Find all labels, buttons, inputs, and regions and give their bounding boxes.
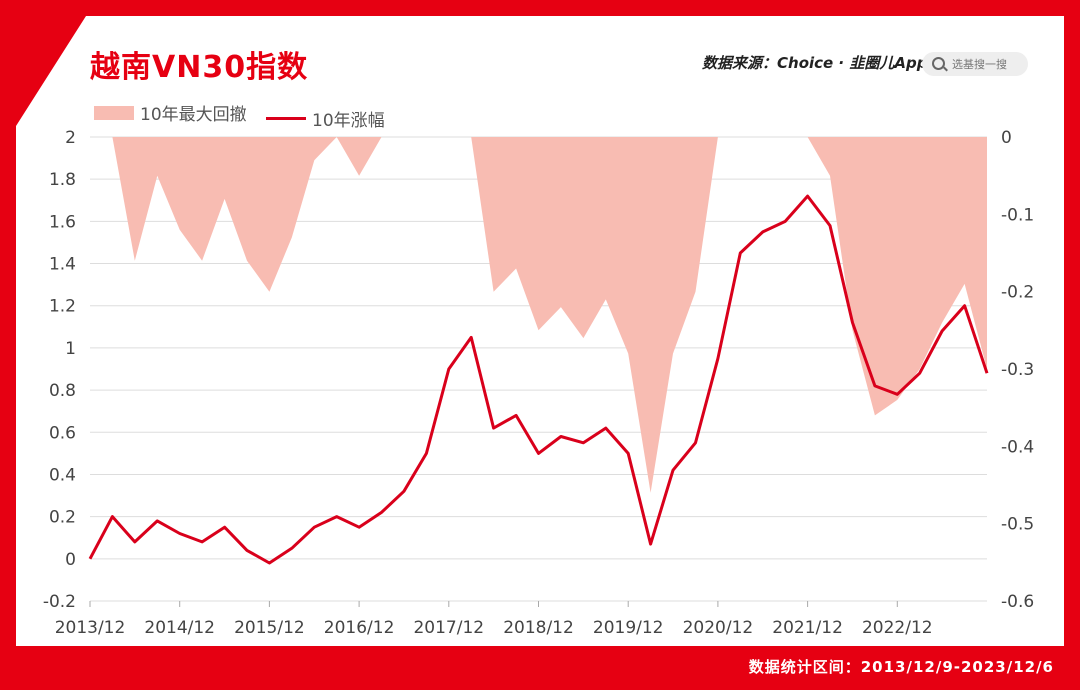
y-right-tick-label: -0.1 [1001, 205, 1034, 225]
y-left-tick-label: 1.6 [49, 212, 76, 232]
y-left-tick-label: 1.4 [49, 255, 76, 275]
x-tick-label: 2019/12 [593, 618, 664, 638]
y-right-tick-label: -0.6 [1001, 592, 1034, 612]
page-title: 越南VN30指数 [90, 50, 309, 85]
x-tick-label: 2016/12 [324, 618, 395, 638]
chart-card: 越南VN30指数 数据来源：Choice · 韭圈儿App 选基搜一搜 10年最… [16, 16, 1064, 646]
y-left-tick-label: 0.6 [49, 423, 76, 443]
y-left-tick-label: 0.4 [49, 465, 76, 485]
y-left-tick-label: 2 [65, 128, 76, 148]
y-left-tick-label: 1 [65, 339, 76, 359]
legend-label-drawdown: 10年最大回撤 [140, 105, 247, 125]
x-tick-label: 2015/12 [234, 618, 305, 638]
y-right-tick-label: -0.2 [1001, 283, 1034, 303]
y-right-tick-label: -0.3 [1001, 360, 1034, 380]
y-right-tick-label: -0.4 [1001, 437, 1034, 457]
y-left-tick-label: -0.2 [43, 592, 76, 612]
x-tick-label: 2013/12 [55, 618, 126, 638]
y-right-tick-label: 0 [1001, 128, 1012, 148]
search-icon [932, 57, 945, 70]
x-tick-label: 2017/12 [413, 618, 484, 638]
legend-swatch-area [94, 105, 134, 120]
legend: 10年最大回撤 10年涨幅 [94, 100, 399, 131]
data-source: 数据来源：Choice · 韭圈儿App [702, 54, 928, 72]
y-left-tick-label: 1.8 [49, 170, 76, 190]
legend-item-gain: 10年涨幅 [266, 106, 385, 131]
corner-decoration [16, 16, 86, 126]
legend-label-gain: 10年涨幅 [312, 110, 385, 131]
x-tick-label: 2022/12 [862, 618, 933, 638]
series-area-drawdown [90, 137, 987, 493]
footer-date-range: 数据统计区间：2013/12/9-2023/12/6 [748, 658, 1054, 676]
search-placeholder: 选基搜一搜 [952, 58, 1007, 71]
y-left-tick-label: 0.2 [49, 508, 76, 528]
y-left-tick-label: 1.2 [49, 297, 76, 317]
x-tick-label: 2014/12 [144, 618, 215, 638]
chart-svg: -0.2 0 0.2 0.4 0.6 0.8 1 1.2 1.4 1.6 1.8 2 -0.6 -0.5 -… [43, 128, 1034, 638]
y-left-tick-label: 0.8 [49, 381, 76, 401]
x-tick-label: 2018/12 [503, 618, 574, 638]
x-tick-label: 2021/12 [772, 618, 843, 638]
search-box[interactable]: 选基搜一搜 [922, 52, 1028, 76]
y-right-tick-label: -0.5 [1001, 515, 1034, 535]
x-tick-label: 2020/12 [683, 618, 754, 638]
y-left-tick-label: 0 [65, 550, 76, 570]
series-line-gain [88, 194, 989, 565]
legend-swatch-line [266, 116, 307, 120]
legend-item-drawdown: 10年最大回撤 [94, 100, 247, 125]
